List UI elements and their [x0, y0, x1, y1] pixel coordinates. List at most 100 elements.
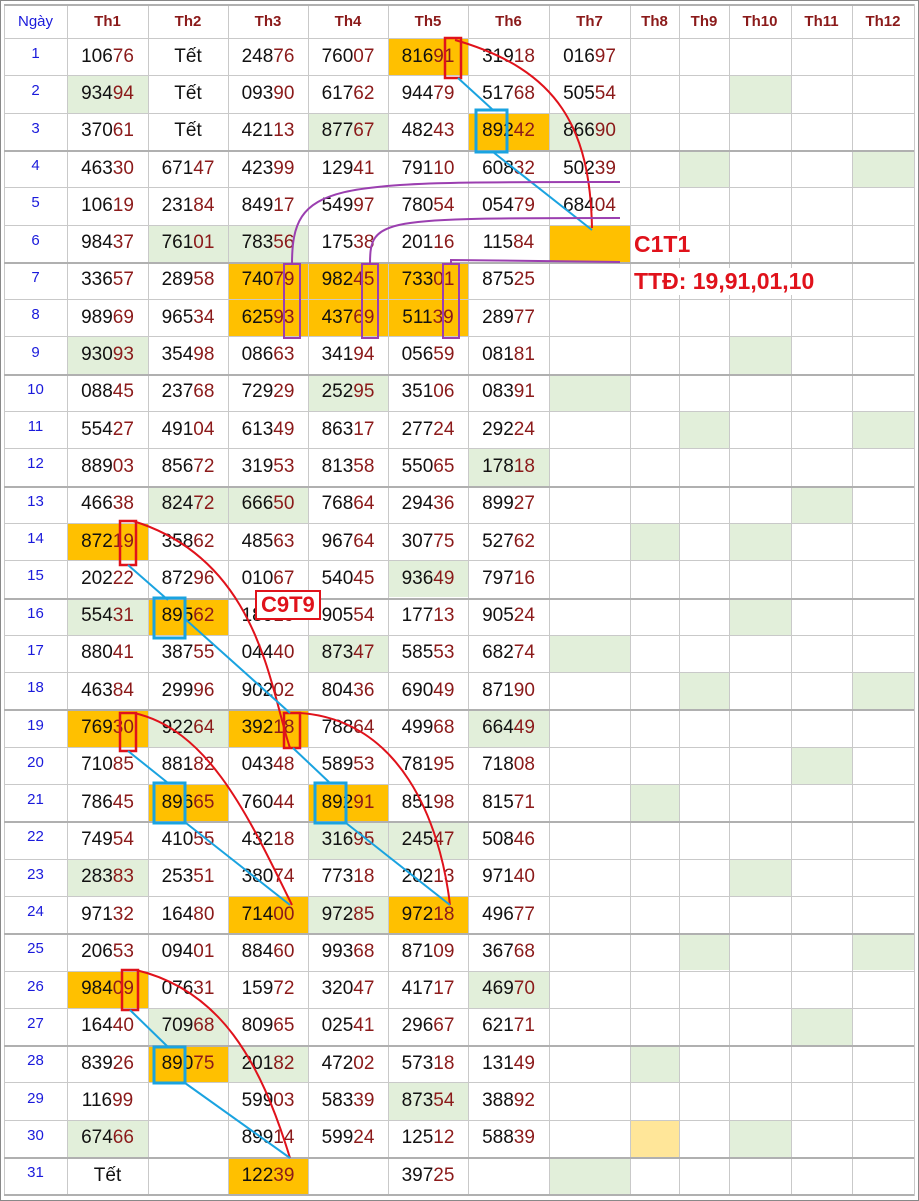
- number-tail: 54: [433, 1090, 455, 1112]
- number-prefix: 125: [401, 1127, 434, 1149]
- number-prefix: 491: [161, 418, 194, 440]
- number-prefix: 761: [161, 232, 194, 254]
- result-cell: 164 80: [148, 896, 228, 933]
- number-prefix: 690: [401, 679, 434, 701]
- result-cell: 175 38: [308, 225, 388, 262]
- number-tail: 68: [193, 381, 215, 403]
- result-cell: 252 95: [308, 374, 388, 411]
- result-cell: 201 16: [388, 225, 468, 262]
- highlight-cell: [630, 522, 679, 561]
- number-prefix: 358: [161, 530, 194, 552]
- number-tail: 43: [433, 120, 455, 142]
- number-prefix: 496: [482, 903, 514, 925]
- highlight-cell: [148, 485, 228, 523]
- number-tail: 55: [193, 642, 215, 664]
- header-month: Th2: [174, 12, 202, 30]
- number-prefix: 245: [401, 828, 434, 850]
- number-tail: 62: [193, 530, 215, 552]
- result-cell: 971 40: [468, 859, 549, 896]
- number-tail: 46: [513, 828, 535, 850]
- number-prefix: 875: [482, 269, 514, 291]
- number-tail: 09: [433, 940, 455, 962]
- number-prefix: 936: [401, 567, 434, 589]
- number-tail: 71: [513, 791, 535, 813]
- number-prefix: 549: [321, 194, 354, 216]
- number-prefix: 437: [321, 306, 354, 328]
- highlight-cell: [729, 597, 791, 635]
- number-tail: 40: [273, 642, 295, 664]
- day-number: 1: [31, 45, 40, 63]
- number-prefix: 760: [321, 45, 354, 67]
- number-prefix: 890: [161, 1052, 194, 1074]
- number-tail: 45: [353, 269, 375, 291]
- number-prefix: 599: [241, 1090, 274, 1112]
- number-tail: 74: [273, 866, 295, 888]
- number-prefix: 201: [401, 232, 434, 254]
- result-cell: 277 24: [388, 411, 468, 448]
- day-number: 30: [27, 1126, 44, 1144]
- row-divider: [4, 4, 914, 6]
- result-cell: 094 01: [148, 933, 228, 970]
- day-number: 21: [27, 791, 44, 809]
- number-tail: 64: [353, 493, 375, 515]
- number-tail: 65: [193, 791, 215, 813]
- number-prefix: 237: [161, 381, 194, 403]
- result-cell: 740 79: [228, 262, 308, 299]
- result-cell: 423 99: [228, 150, 308, 187]
- number-tail: 95: [433, 754, 455, 776]
- number-tail: 06: [433, 381, 455, 403]
- header-month: Th3: [254, 12, 282, 30]
- number-prefix: 502: [563, 157, 595, 179]
- number-tail: 39: [353, 1090, 375, 1112]
- number-tail: 25: [513, 269, 535, 291]
- number-prefix: 202: [81, 567, 113, 589]
- row-divider: [4, 858, 914, 860]
- number-prefix: 984: [81, 232, 113, 254]
- result-cell: 880 41: [67, 635, 148, 672]
- highlight-cell: [388, 1082, 468, 1120]
- number-tail: 07: [353, 45, 375, 67]
- highlight-cell: [729, 336, 791, 374]
- number-prefix: 056: [401, 344, 434, 366]
- row-divider: [4, 933, 914, 936]
- day-number: 2: [31, 82, 40, 100]
- result-cell: 177 13: [388, 598, 468, 635]
- result-cell: 781 95: [388, 747, 468, 784]
- number-prefix: 984: [81, 978, 113, 1000]
- number-tail: 27: [112, 418, 134, 440]
- number-tail: 98: [193, 344, 215, 366]
- row-divider: [4, 1157, 914, 1159]
- number-prefix: 972: [321, 903, 354, 925]
- number-tail: 47: [353, 642, 375, 664]
- number-prefix: 809: [241, 1015, 274, 1037]
- number-prefix: 016: [563, 45, 595, 67]
- number-prefix: 881: [161, 754, 194, 776]
- number-tail: 32: [513, 157, 535, 179]
- header-month: Th1: [94, 12, 121, 30]
- number-tail: 75: [193, 1052, 215, 1074]
- result-cell: 589 53: [308, 747, 388, 784]
- column-divider: [468, 4, 469, 1196]
- number-prefix: 815: [482, 791, 514, 813]
- result-cell: 380 74: [228, 859, 308, 896]
- result-cell: 684 04: [549, 187, 630, 224]
- number-prefix: 292: [482, 418, 514, 440]
- highlight-cell: [549, 224, 630, 262]
- row-divider: [4, 746, 914, 748]
- result-cell: 043 48: [228, 747, 308, 784]
- number-prefix: 319: [241, 455, 274, 477]
- result-cell: 872 96: [148, 560, 228, 597]
- day-number: 9: [31, 343, 40, 361]
- number-tail: 49: [433, 567, 455, 589]
- result-cell: 989 69: [67, 299, 148, 336]
- result-cell: 714 00: [228, 896, 308, 933]
- number-tail: 74: [513, 642, 535, 664]
- highlight-cell: [852, 672, 914, 710]
- result-cell: 499 68: [388, 709, 468, 746]
- result-cell: 871 09: [388, 933, 468, 970]
- result-cell: 866 90: [549, 113, 630, 150]
- highlight-cell: [630, 1045, 679, 1083]
- number-prefix: 054: [482, 194, 514, 216]
- result-cell: 122 39: [228, 1157, 308, 1194]
- number-prefix: 872: [161, 567, 194, 589]
